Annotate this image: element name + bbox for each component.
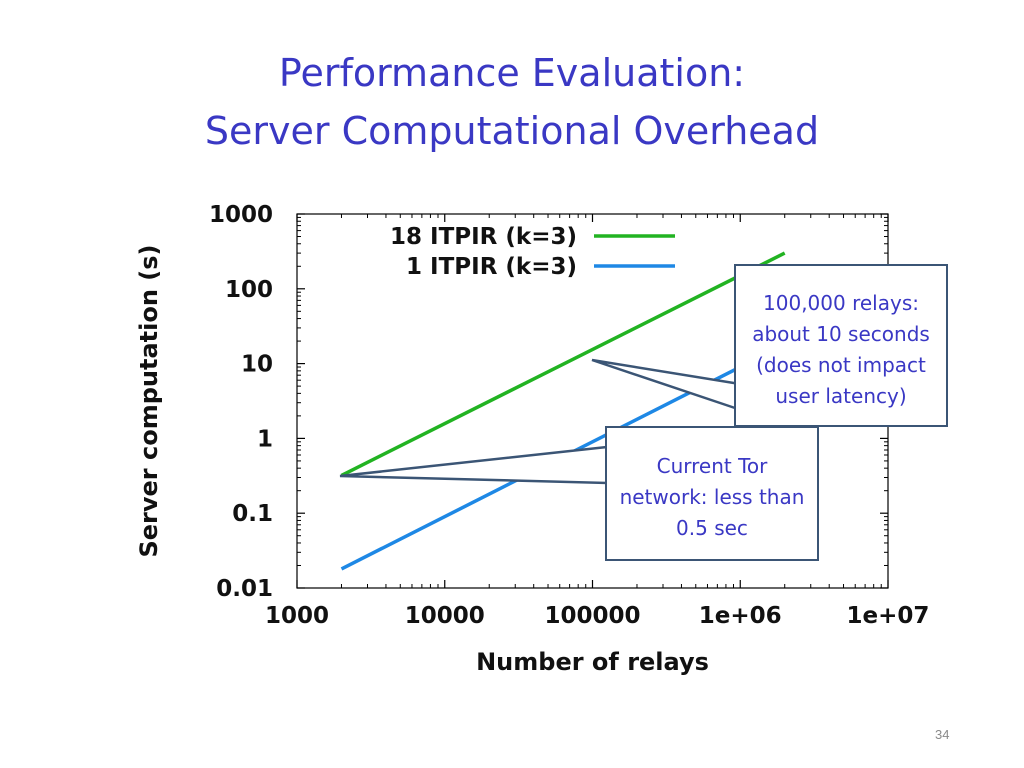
y-tick-label: 100 [225, 277, 273, 303]
x-tick-label: 1000 [265, 603, 329, 629]
y-tick-label: 1000 [209, 202, 273, 228]
callout-100k-relays: 100,000 relays: about 10 seconds (does n… [734, 264, 948, 427]
title-line-2: Server Computational Overhead [204, 109, 820, 153]
callout-a-line: user latency) [775, 384, 907, 408]
y-tick-label: 1 [257, 426, 273, 452]
callout-a-line: (does not impact [756, 353, 926, 377]
x-tick-label: 100000 [544, 603, 640, 629]
callout-b-line: network: less than [619, 485, 805, 509]
x-tick-label: 10000 [405, 603, 485, 629]
y-axis-label: Server computation (s) [135, 244, 163, 557]
callout-a-line: 100,000 relays: [763, 291, 919, 315]
callout-b-line: 0.5 sec [676, 516, 748, 540]
callout-a-line: about 10 seconds [752, 322, 930, 346]
y-tick-label: 0.01 [216, 576, 273, 602]
slide-title: Performance Evaluation: Server Computati… [0, 44, 1024, 160]
page-number: 34 [935, 727, 950, 742]
legend-label: 1 ITPIR (k=3) [406, 254, 577, 280]
legend-label: 18 ITPIR (k=3) [390, 224, 577, 250]
y-tick-label: 0.1 [232, 501, 273, 527]
callout-b-line: Current Tor [656, 454, 768, 478]
callout-a-pointer [591, 358, 742, 410]
x-tick-label: 1e+07 [847, 603, 930, 629]
callout-b-pointer [339, 445, 609, 485]
title-line-1: Performance Evaluation: [278, 51, 746, 95]
x-axis-label: Number of relays [476, 648, 709, 676]
series-line [340, 251, 786, 477]
callout-current-tor: Current Tor network: less than 0.5 sec [605, 426, 819, 561]
x-tick-label: 1e+06 [699, 603, 782, 629]
y-tick-label: 10 [241, 352, 273, 378]
